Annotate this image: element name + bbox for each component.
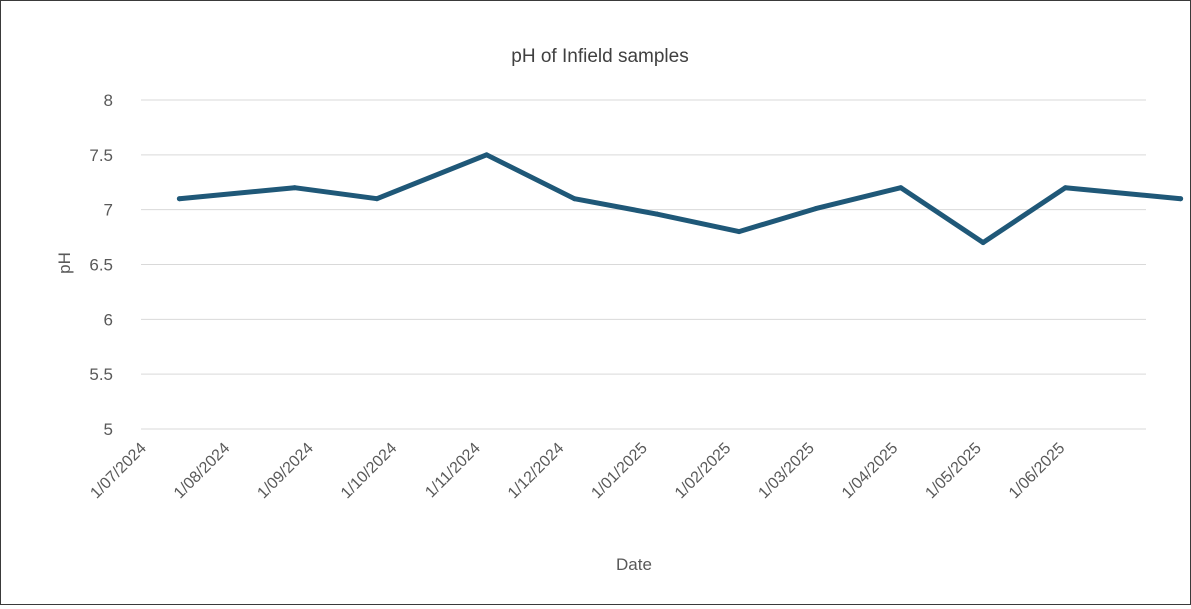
data-point-3 (484, 152, 490, 158)
data-point-11 (1178, 196, 1184, 202)
x-tick-label: 1/07/2024 (87, 440, 149, 502)
y-tick-label: 6.5 (89, 256, 113, 275)
x-tick-label: 1/09/2024 (254, 440, 316, 502)
x-tick-label: 1/08/2024 (171, 440, 233, 502)
data-points (176, 152, 1184, 246)
y-tick-label: 7.5 (89, 146, 113, 165)
data-point-5 (654, 211, 660, 217)
x-tick-label: 1/11/2024 (422, 440, 484, 502)
x-tick-label: 1/12/2024 (505, 440, 567, 502)
data-point-2 (374, 196, 380, 202)
data-point-8 (898, 185, 904, 191)
x-tick-label: 1/04/2025 (839, 440, 901, 502)
series-line (176, 152, 1184, 246)
data-point-0 (176, 196, 182, 202)
y-tick-label: 6 (104, 310, 113, 329)
x-tick-label: 1/10/2024 (338, 440, 400, 502)
y-axis-tick-labels: 5 5.5 6 6.5 7 7.5 8 (89, 91, 113, 439)
data-point-1 (292, 185, 298, 191)
data-point-6 (736, 229, 742, 235)
x-axis-label: Date (616, 555, 652, 574)
x-tick-label: 1/06/2025 (1006, 440, 1068, 502)
data-point-4 (571, 196, 577, 202)
y-tick-label: 7 (104, 201, 113, 220)
x-tick-label: 1/01/2025 (588, 440, 650, 502)
data-point-10 (1062, 185, 1068, 191)
gridlines (141, 99, 1146, 430)
x-tick-label: 1/02/2025 (672, 440, 734, 502)
data-point-7 (813, 206, 819, 212)
x-axis-tick-labels: 1/07/2024 1/08/2024 1/09/2024 1/10/2024 1/11… (87, 440, 1068, 502)
y-tick-label: 5 (104, 420, 113, 439)
y-tick-label: 8 (104, 91, 113, 110)
x-tick-label: 1/05/2025 (922, 440, 984, 502)
chart-title: pH of Infield samples (511, 46, 688, 67)
x-tick-label: 1/03/2025 (755, 440, 817, 502)
y-axis-label: pH (55, 252, 74, 274)
y-tick-label: 5.5 (89, 365, 113, 384)
data-point-9 (980, 240, 986, 246)
